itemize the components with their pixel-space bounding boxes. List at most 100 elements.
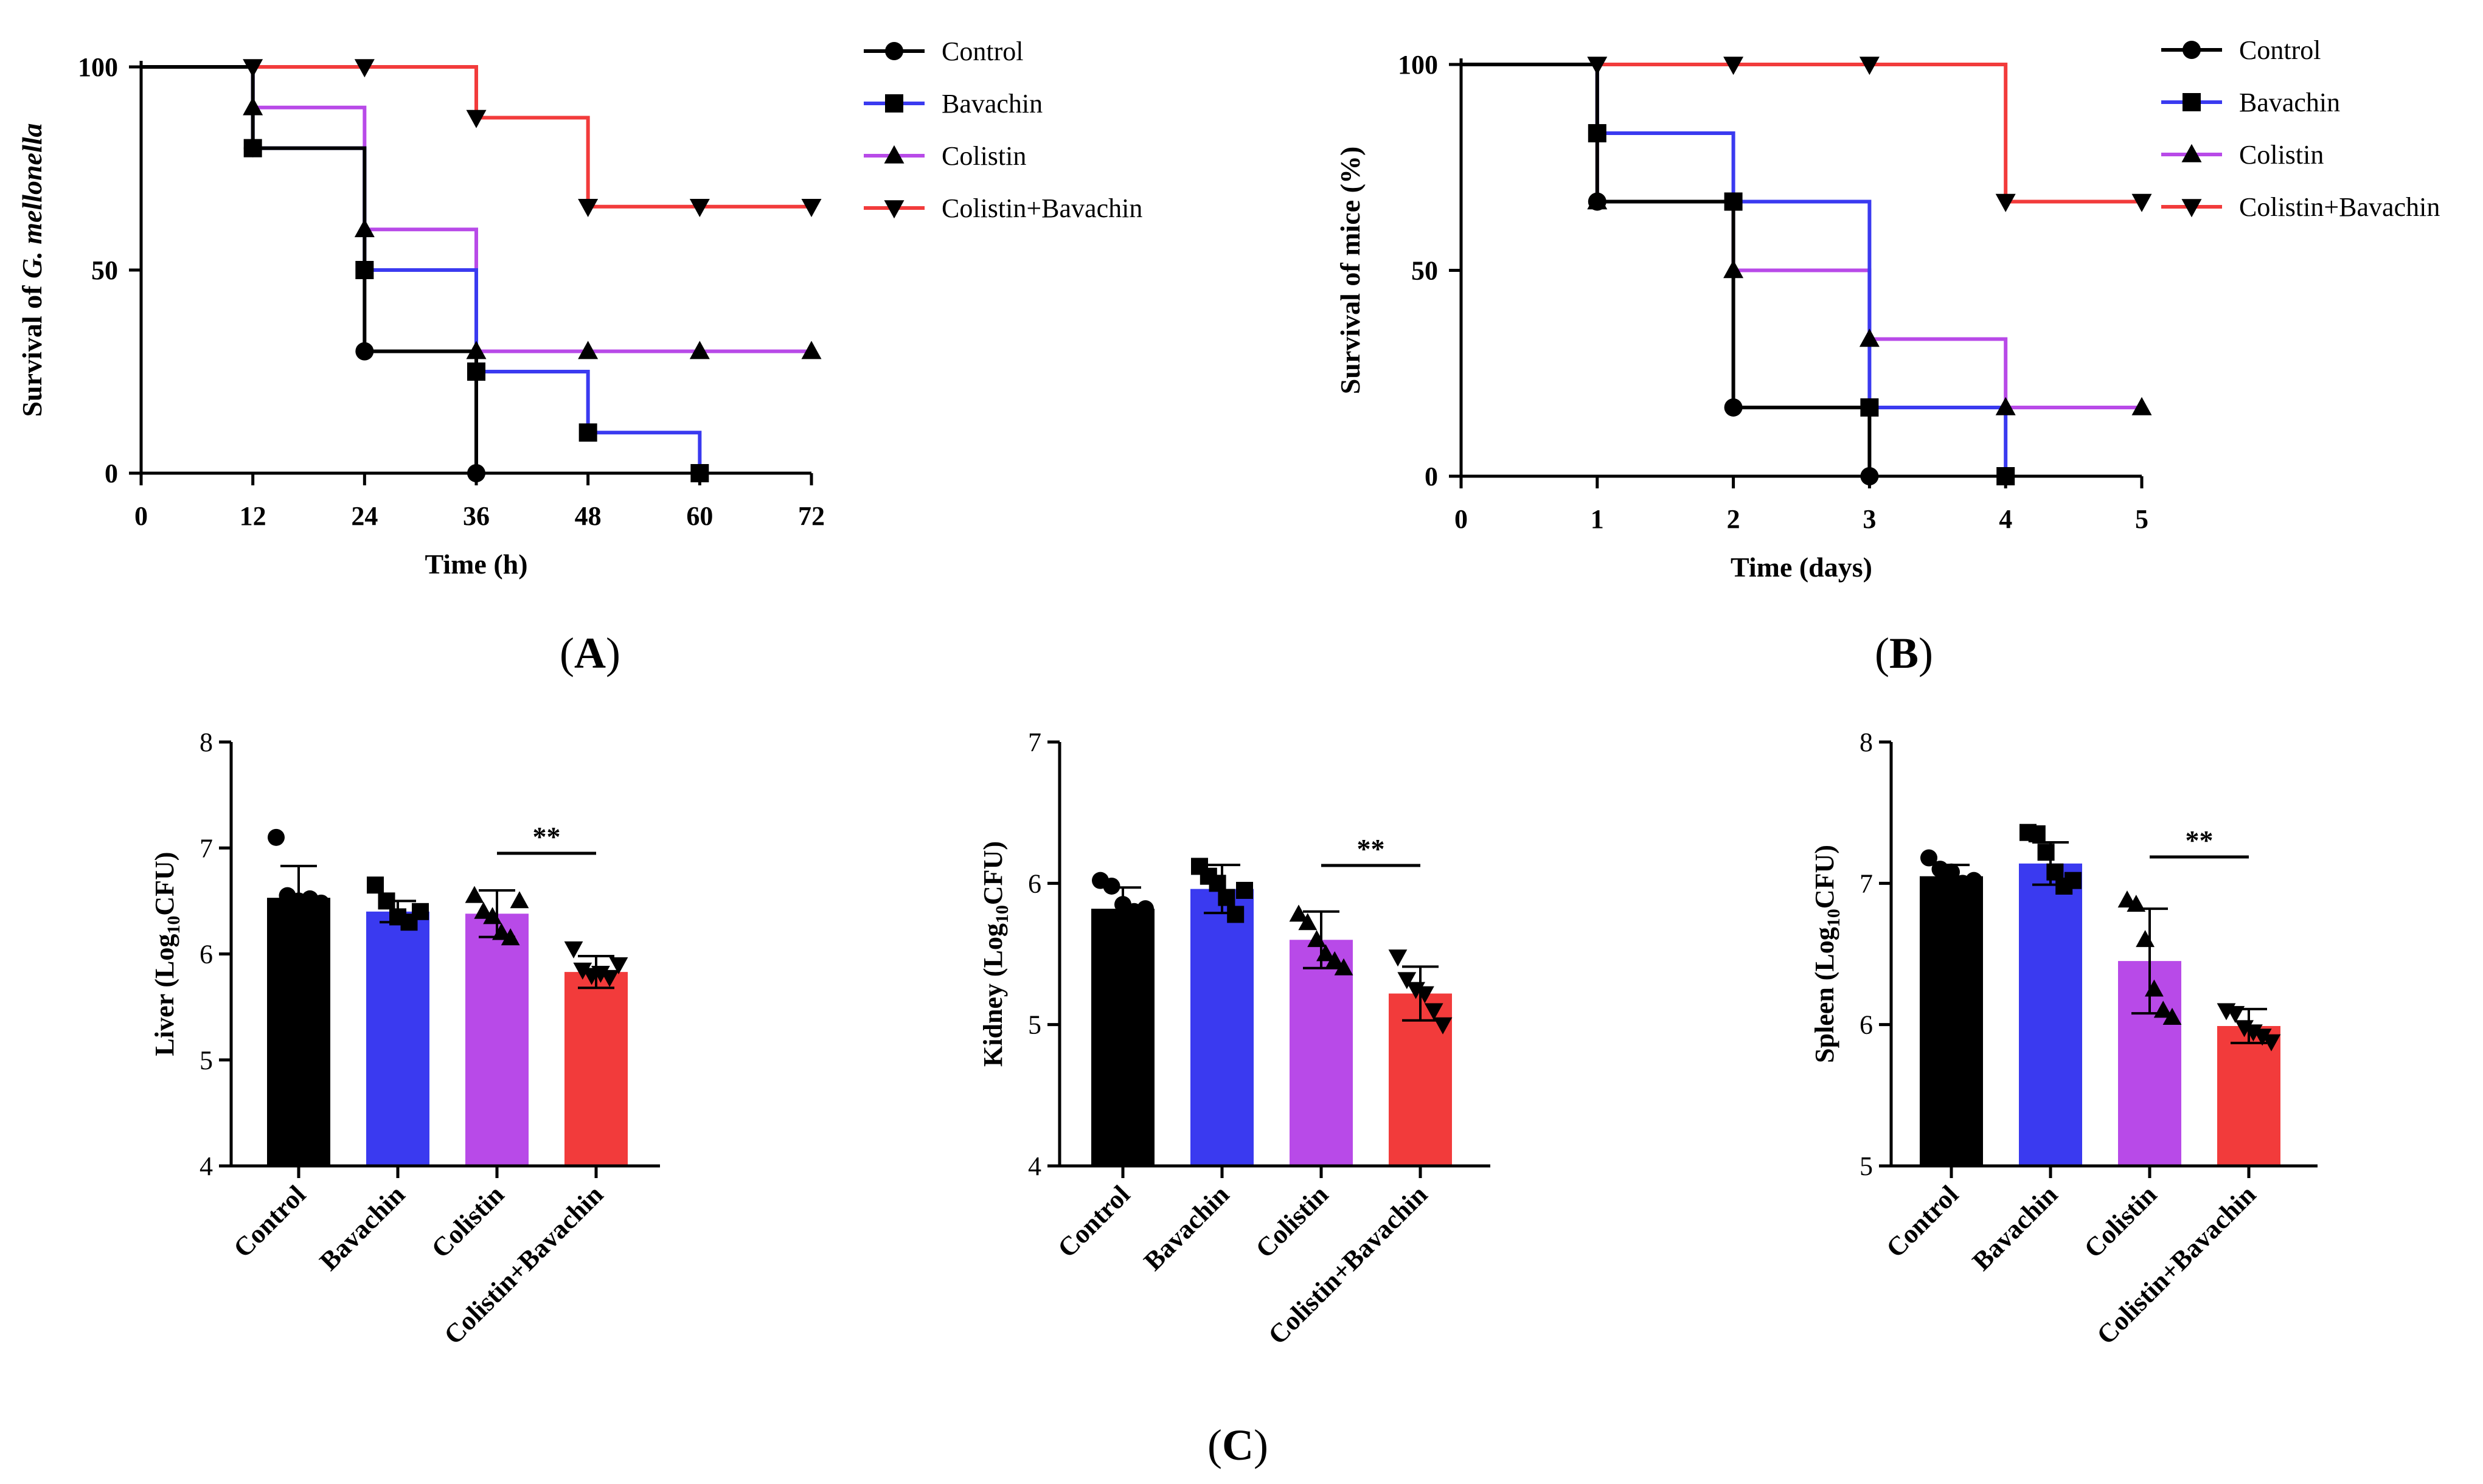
data-point bbox=[564, 941, 583, 959]
data-point bbox=[1227, 906, 1245, 923]
y-tick-label: 0 bbox=[105, 459, 118, 488]
data-point bbox=[474, 901, 493, 919]
data-point bbox=[367, 876, 384, 894]
data-point bbox=[2262, 1034, 2281, 1052]
legend-marker bbox=[2181, 144, 2202, 162]
data-point-colistin bbox=[243, 97, 263, 116]
x-tick-label: Bavachin bbox=[1138, 1179, 1235, 1276]
data-point-colistin bbox=[466, 341, 487, 359]
data-point bbox=[2145, 979, 2164, 997]
data-point bbox=[573, 962, 592, 980]
data-point bbox=[1298, 913, 1318, 931]
data-point-control bbox=[1588, 192, 1606, 211]
data-point-control bbox=[1860, 467, 1879, 485]
y-axis-label: Survival of G. mellonella bbox=[16, 123, 47, 417]
data-point-colistin bbox=[1859, 328, 1880, 347]
y-tick-label: 100 bbox=[78, 52, 118, 82]
data-point-bavachin bbox=[690, 464, 709, 482]
data-point-colistin bbox=[1723, 260, 1744, 279]
legend-label: Control bbox=[942, 36, 1023, 66]
data-point-colistin-bavachin bbox=[801, 199, 822, 218]
data-point bbox=[483, 907, 502, 924]
data-point-control bbox=[355, 342, 374, 361]
bar-colistin-bavachin bbox=[564, 972, 628, 1166]
x-tick-label: Control bbox=[1052, 1179, 1136, 1263]
data-point-colistin bbox=[2131, 397, 2152, 415]
data-point-colistin bbox=[354, 218, 375, 237]
data-point-bavachin bbox=[1724, 192, 1743, 211]
data-point bbox=[2136, 930, 2155, 948]
y-tick-label: 4 bbox=[1028, 1151, 1041, 1181]
x-tick-label: Colistin bbox=[2078, 1179, 2162, 1263]
data-point bbox=[2028, 825, 2046, 843]
data-point bbox=[1103, 877, 1120, 895]
panel-label-a: (A) bbox=[560, 629, 620, 678]
x-tick-label: Control bbox=[227, 1179, 311, 1263]
significance-label: ** bbox=[533, 821, 561, 852]
data-point bbox=[1334, 958, 1353, 976]
data-point bbox=[2127, 895, 2146, 912]
data-point-colistin-bavachin bbox=[1723, 57, 1744, 75]
x-tick-label: Control bbox=[1880, 1179, 1964, 1263]
data-point-colistin-bavachin bbox=[689, 199, 710, 218]
legend-marker bbox=[2183, 41, 2201, 59]
data-point bbox=[609, 957, 628, 975]
data-point-control bbox=[243, 139, 262, 158]
y-tick-label: 8 bbox=[200, 727, 213, 757]
data-point bbox=[1433, 1017, 1453, 1035]
y-axis-label: Liver (Log10CFU) bbox=[150, 852, 184, 1056]
bar-control bbox=[1091, 909, 1155, 1166]
data-point bbox=[1289, 904, 1308, 922]
y-tick-label: 6 bbox=[1028, 869, 1041, 898]
data-point-bavachin bbox=[467, 362, 485, 381]
legend-label: Colistin bbox=[942, 141, 1026, 171]
data-point bbox=[1388, 949, 1408, 967]
x-tick-label: Bavachin bbox=[314, 1179, 411, 1276]
bar-colistin bbox=[1290, 940, 1353, 1166]
panel-label-b: (B) bbox=[1875, 629, 1933, 678]
x-tick-label: 72 bbox=[798, 501, 825, 531]
data-point bbox=[412, 903, 429, 920]
data-point bbox=[1137, 900, 1154, 918]
data-point bbox=[268, 828, 285, 846]
data-point bbox=[1325, 951, 1344, 969]
data-point-control bbox=[1724, 398, 1743, 417]
y-tick-label: 8 bbox=[1860, 727, 1873, 757]
data-point bbox=[1943, 863, 1960, 881]
x-tick-label: 0 bbox=[134, 501, 148, 531]
data-point-colistin-bavachin bbox=[243, 59, 263, 78]
data-point bbox=[2153, 1000, 2173, 1018]
data-point-colistin bbox=[578, 341, 599, 359]
y-axis-label: Survival of mice (%) bbox=[1335, 147, 1366, 395]
x-tick-label: 24 bbox=[351, 501, 378, 531]
data-point bbox=[2226, 1006, 2245, 1024]
series-line-colistin-bavachin bbox=[1461, 63, 2142, 204]
data-point bbox=[1397, 972, 1417, 990]
legend-marker bbox=[884, 200, 905, 219]
x-tick-label: Bavachin bbox=[1967, 1179, 2063, 1276]
data-point bbox=[378, 892, 395, 910]
y-tick-label: 5 bbox=[1028, 1010, 1041, 1040]
legend-label: Colistin+Bavachin bbox=[942, 193, 1142, 223]
y-tick-label: 0 bbox=[1425, 462, 1438, 491]
legend-marker bbox=[885, 42, 903, 60]
legend-label: Control bbox=[2239, 35, 2321, 65]
data-point bbox=[1316, 944, 1335, 962]
data-point bbox=[501, 928, 520, 946]
legend-label: Bavachin bbox=[2239, 88, 2340, 117]
y-tick-label: 7 bbox=[1860, 869, 1873, 898]
data-point bbox=[492, 923, 511, 940]
legend-label: Colistin+Bavachin bbox=[2239, 192, 2440, 222]
x-tick-label: Colistin bbox=[426, 1179, 510, 1263]
x-axis-label: Time (h) bbox=[425, 549, 527, 580]
bar-control bbox=[1920, 876, 1983, 1166]
significance-label: ** bbox=[2186, 825, 2214, 856]
y-tick-label: 5 bbox=[200, 1045, 213, 1075]
bar-bavachin bbox=[1190, 889, 1254, 1166]
bar-control bbox=[267, 898, 330, 1166]
series-line-colistin bbox=[1461, 63, 2142, 409]
legend-label: Colistin bbox=[2239, 140, 2324, 170]
